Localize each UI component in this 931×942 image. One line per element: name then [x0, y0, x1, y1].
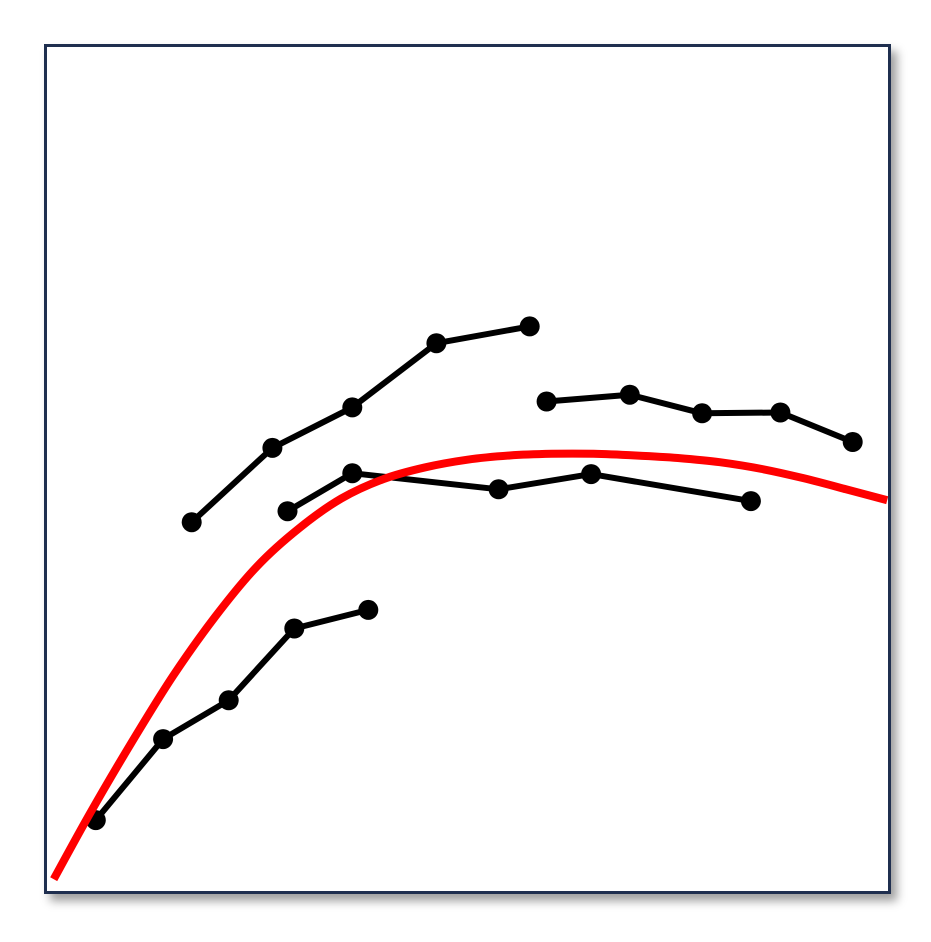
series-1-point-5	[358, 599, 379, 620]
series-4-point-2	[619, 384, 640, 405]
chart-frame	[44, 44, 891, 894]
series-1-point-3	[218, 690, 239, 711]
series-1-point-4	[284, 618, 305, 639]
series-3-point-3	[488, 479, 509, 500]
series-3	[277, 463, 761, 522]
trend-layer	[50, 449, 888, 882]
series-3-point-4	[581, 464, 602, 485]
series-3-point-5	[740, 491, 761, 512]
series-2-point-2	[262, 437, 283, 458]
series-4-point-4	[770, 402, 791, 423]
series-4-point-1	[536, 391, 557, 412]
series-4-point-3	[692, 403, 713, 424]
line-chart	[50, 316, 888, 882]
series-3-point-1	[277, 501, 298, 522]
series-2-point-5	[519, 316, 540, 337]
series-4	[536, 384, 863, 452]
trend-curve	[50, 449, 888, 882]
series-2-point-3	[342, 397, 363, 418]
series-2-point-1	[181, 512, 202, 533]
series-2-point-4	[426, 333, 447, 354]
series-1-line	[93, 606, 370, 823]
series-2	[181, 316, 540, 533]
series-4-point-5	[842, 432, 863, 452]
series-3-point-2	[342, 463, 363, 484]
series-1-point-2	[153, 729, 174, 750]
series-layer	[85, 316, 863, 831]
series-1	[85, 599, 379, 831]
